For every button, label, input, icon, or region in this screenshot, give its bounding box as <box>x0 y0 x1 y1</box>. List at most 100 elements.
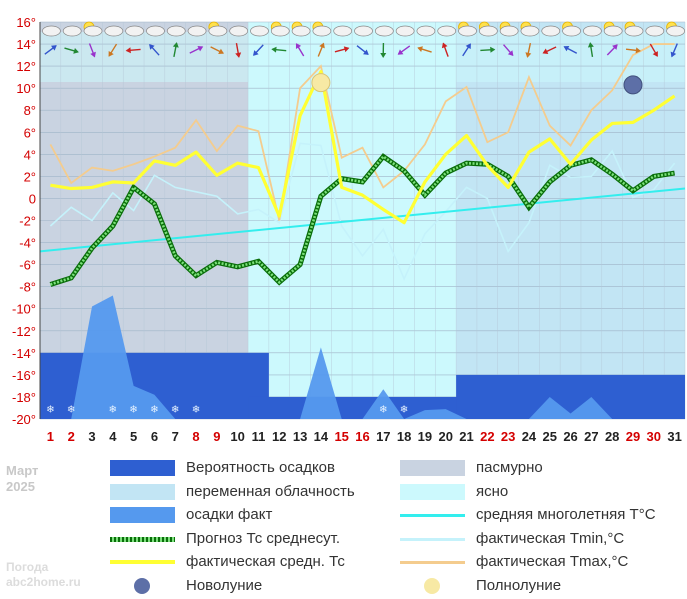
wind-arrow-head <box>363 49 369 55</box>
legend-label-forecast: Прогноз Тс среднесут. <box>186 529 341 547</box>
x-tick-label: 7 <box>172 429 179 444</box>
y-tick-label: 6° <box>24 125 36 140</box>
y-tick-label: -6° <box>19 258 36 273</box>
legend-swatch-actual_tmin <box>400 537 465 541</box>
legend-swatch-actual_tmax <box>400 561 465 564</box>
legend-swatch-precip_actual <box>110 507 175 523</box>
normal-avg-line <box>39 187 686 253</box>
y-tick-label: -12° <box>12 324 36 339</box>
wind-arrow-icon <box>253 44 264 56</box>
wind-arrow-head <box>253 50 259 56</box>
precip-actual-area <box>300 347 467 419</box>
cloud-icon <box>541 25 561 37</box>
wind-arrow-head <box>525 52 532 58</box>
wind-arrow-icon <box>625 47 641 54</box>
y-tick-label: 4° <box>24 147 36 162</box>
wind-arrow-icon <box>172 42 179 58</box>
y-tick-label: 16° <box>16 15 36 30</box>
cloud-icon <box>354 25 373 37</box>
wind-arrow-head <box>235 52 242 58</box>
y-tick-label: -14° <box>12 346 36 361</box>
y-tick-label: -2° <box>19 214 36 229</box>
site-line-2: abc2home.ru <box>6 575 81 589</box>
wind-arrow-head <box>490 46 496 53</box>
snow-marker: ❄ <box>192 404 200 415</box>
x-tick-label: 27 <box>584 429 598 444</box>
cloud-icon <box>437 25 457 37</box>
x-tick-label: 2 <box>68 429 75 444</box>
wind-arrow-icon <box>44 45 57 55</box>
x-tick-label: 4 <box>109 429 117 444</box>
x-tick-label: 22 <box>480 429 494 444</box>
snow-marker: ❄ <box>46 404 54 415</box>
legend-label-clear: ясно <box>476 482 509 500</box>
wind-arrow-head <box>652 51 658 57</box>
legend-swatch-variable <box>110 483 175 500</box>
wind-arrow-icon <box>441 42 449 57</box>
wind-arrow-icon <box>525 43 532 58</box>
snow-marker: ❄ <box>129 404 137 415</box>
x-tick-label: 24 <box>522 429 537 444</box>
cloud-icon <box>146 25 165 37</box>
actual-tmin-line <box>49 142 676 281</box>
cloud-icon <box>208 25 228 37</box>
cloud-icon <box>374 25 394 37</box>
wind-arrow-head <box>417 46 423 52</box>
x-tick-label: 5 <box>130 429 137 444</box>
cloud-icon <box>312 25 332 37</box>
precipitation-layer: ❄ ❄ ❄ ❄ ❄ ❄ ❄ ❄ ❄ <box>40 295 685 419</box>
x-tick-label: 20 <box>438 429 452 444</box>
actual-avg-line <box>50 70 676 225</box>
cloud-icon <box>104 25 124 37</box>
cloud-icon <box>583 25 602 37</box>
x-tick-label: 19 <box>418 429 432 444</box>
cloud-icon <box>395 25 415 37</box>
weather-icon-strip <box>42 21 685 58</box>
cloud-icon <box>666 25 685 37</box>
site-line-1: Погода <box>6 560 49 574</box>
snow-marker: ❄ <box>379 404 387 415</box>
wind-arrow-icon <box>606 44 618 56</box>
y-tick-label: -20° <box>12 412 36 427</box>
x-tick-label: 12 <box>272 429 286 444</box>
wind-arrow-icon <box>64 47 79 54</box>
legend-swatch-clear <box>400 483 465 500</box>
cloud-icon <box>333 25 353 37</box>
precip-actual-area <box>528 396 613 419</box>
legend-swatch-overcast <box>400 460 465 476</box>
wind-arrow-head <box>563 45 570 52</box>
legend-label-actual_tmax: фактическая Tmax,°C <box>476 553 629 570</box>
precip-probability-block <box>456 374 685 419</box>
precip-actual-area <box>50 295 197 419</box>
snow-marker: ❄ <box>171 404 179 415</box>
cloud-band-top-variable <box>456 32 685 82</box>
wind-arrow-icon <box>380 42 387 58</box>
cloud-icon <box>83 25 103 37</box>
full-moon-icon <box>424 577 440 594</box>
wind-arrow-icon <box>88 43 96 58</box>
cloud-icon <box>270 25 290 37</box>
y-tick-label: 0 <box>29 191 36 206</box>
x-tick-label: 1 <box>47 429 54 444</box>
cloud-icon <box>499 25 519 37</box>
wind-arrow-head <box>172 42 179 48</box>
y-tick-label: -4° <box>19 236 36 251</box>
full-moon-marker <box>311 73 331 93</box>
legend-swatch-normal_avg <box>400 514 465 517</box>
cloud-icon <box>624 25 644 37</box>
legend-label-full_moon: Полнолуние <box>476 576 562 594</box>
wind-arrow-head <box>397 49 404 55</box>
axes: 16° 14° 12° 10° 8° 6° 4° 2° 0 -2° -4° -6° -8° -10° -12… <box>12 15 682 444</box>
period-label: Март 2025 <box>6 463 38 495</box>
y-tick-label: -8° <box>19 280 36 295</box>
wind-arrow-icon <box>563 45 578 54</box>
wind-arrow-head <box>149 44 155 50</box>
legend-swatch-precip_prob <box>110 460 175 476</box>
cloud-icon <box>166 25 186 37</box>
wind-arrow-icon <box>108 43 118 57</box>
legend-label-precip_prob: Вероятность осадков <box>186 459 335 476</box>
wind-arrow-icon <box>649 43 658 57</box>
wind-arrow-icon <box>462 43 471 57</box>
wind-arrow-head <box>587 42 594 48</box>
wind-arrow-head <box>507 50 514 57</box>
